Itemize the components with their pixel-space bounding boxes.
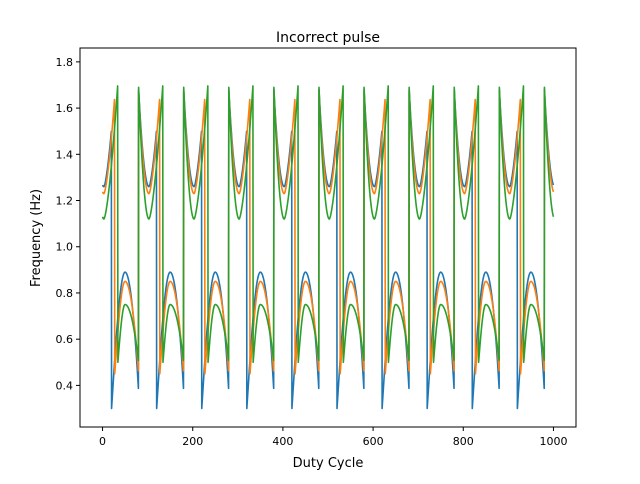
- series-line-series-3: [101, 85, 555, 364]
- series-layer: [101, 85, 555, 410]
- y-axis: 0.4 0.6 0.8 1.0 1.2 1.4 1.6 1.8: [56, 56, 80, 392]
- x-axis-label: Duty Cycle: [293, 456, 364, 471]
- x-tick-label: 600: [363, 435, 384, 448]
- y-tick-label: 1.4: [56, 148, 74, 161]
- x-tick-label: 800: [453, 435, 474, 448]
- x-tick-label: 0: [99, 435, 106, 448]
- axes-frame: [79, 47, 577, 428]
- y-tick-label: 0.6: [56, 333, 74, 346]
- y-tick-label: 1.2: [56, 195, 74, 208]
- chart-title: Incorrect pulse: [276, 30, 380, 46]
- y-tick-label: 1.0: [56, 241, 74, 254]
- series-line-series-1: [101, 88, 555, 410]
- x-tick-label: 400: [272, 435, 293, 448]
- y-axis-label: Frequency (Hz): [29, 189, 44, 287]
- x-axis: 0 200 400 600 800 1000: [99, 427, 567, 448]
- x-tick-label: 1000: [539, 435, 567, 448]
- x-tick-label: 200: [182, 435, 203, 448]
- y-tick-label: 0.4: [56, 379, 74, 392]
- y-tick-label: 0.8: [56, 287, 74, 300]
- y-tick-label: 1.8: [56, 56, 74, 69]
- y-tick-label: 1.6: [56, 102, 74, 115]
- series-line-series-2: [101, 91, 555, 375]
